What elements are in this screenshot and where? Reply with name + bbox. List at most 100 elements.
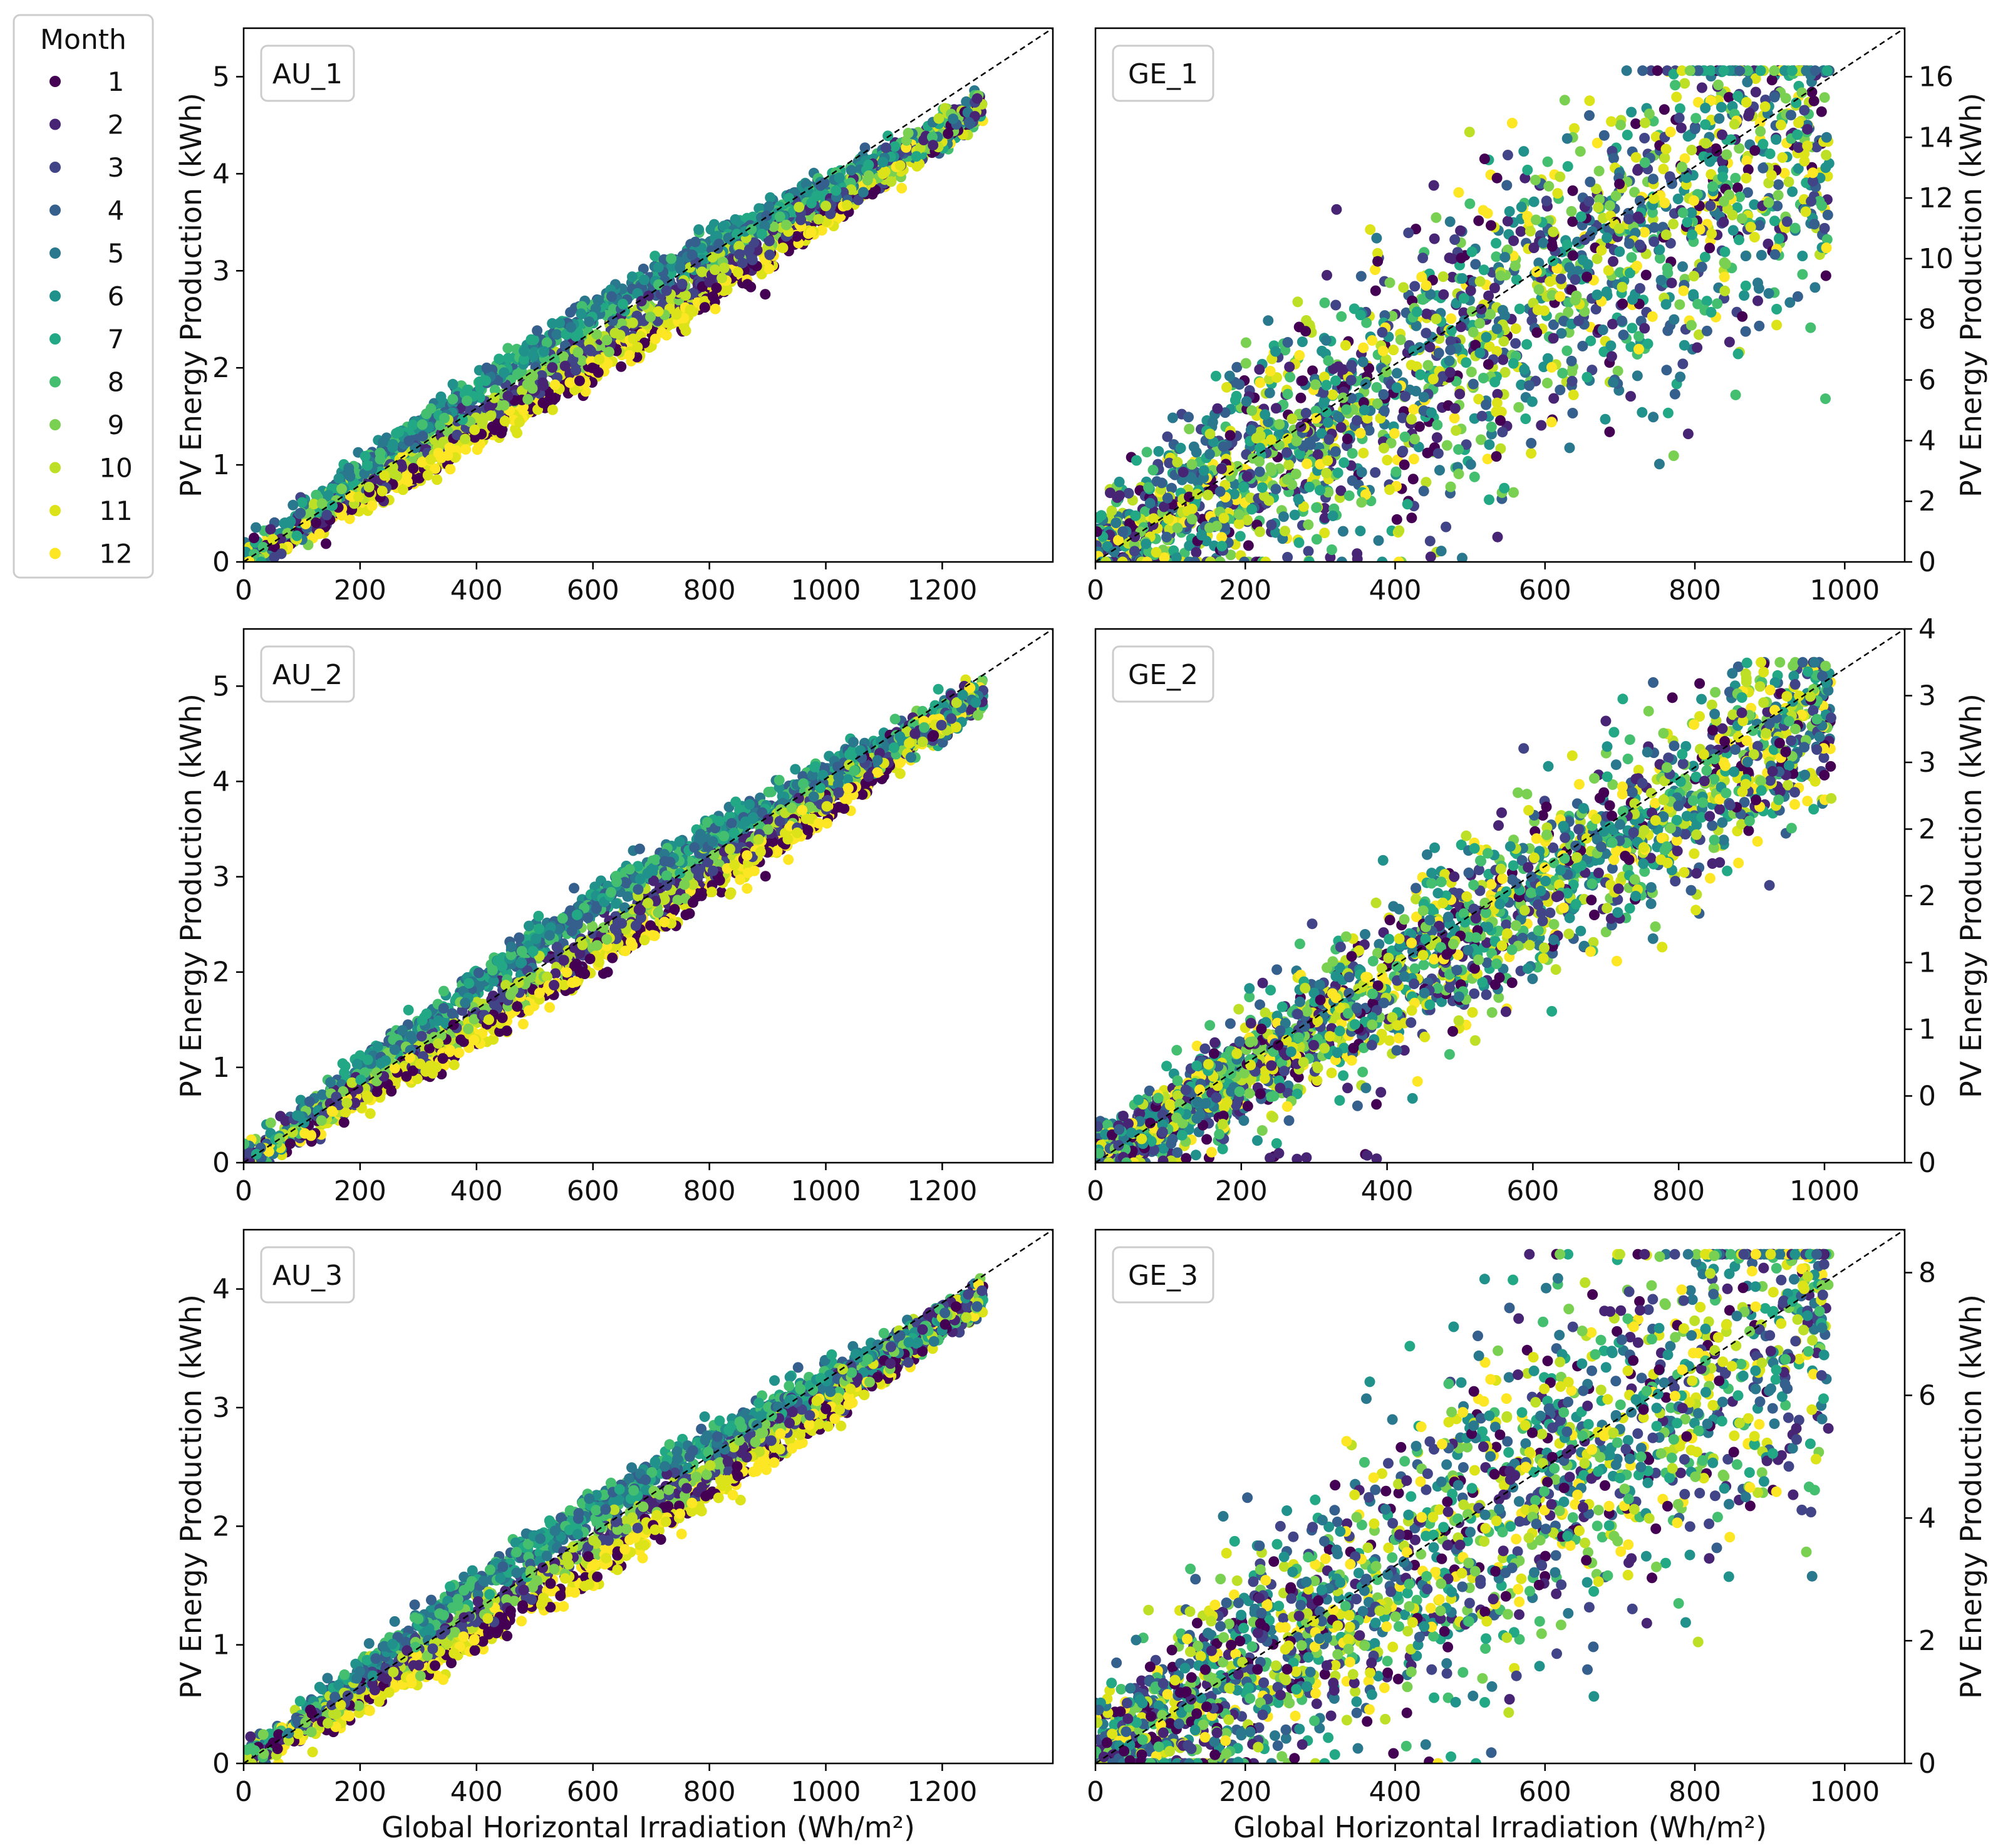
data-point (1446, 324, 1457, 336)
data-point (1117, 556, 1128, 562)
data-point (1820, 162, 1831, 174)
data-point (1390, 466, 1402, 477)
data-point (1763, 197, 1774, 208)
data-point (574, 375, 585, 387)
data-point (1742, 187, 1753, 198)
data-point (1515, 226, 1526, 237)
data-point (608, 303, 619, 314)
data-point (1601, 286, 1612, 298)
data-point (1218, 512, 1229, 524)
data-point (1418, 392, 1429, 403)
data-point (1438, 289, 1449, 300)
data-point (1623, 238, 1635, 249)
data-point (417, 419, 428, 430)
data-point (1095, 510, 1107, 521)
data-point (1510, 323, 1521, 335)
data-point (1212, 403, 1223, 414)
data-point (1224, 370, 1235, 382)
data-point (1573, 315, 1584, 326)
data-point (680, 325, 691, 336)
data-point (1429, 233, 1440, 244)
reference-line-GE_1 (1095, 28, 1905, 562)
data-point (1360, 489, 1371, 500)
data-point (1654, 459, 1665, 470)
data-point (1319, 297, 1330, 308)
data-point (1498, 336, 1509, 347)
data-point (1389, 428, 1400, 439)
data-point (1585, 335, 1597, 346)
axes-frame-AU_1 (242, 27, 1054, 563)
data-point (1461, 439, 1472, 450)
data-point (1522, 164, 1533, 175)
data-point (1293, 321, 1305, 333)
data-point (1297, 336, 1308, 348)
x-tick-label: 1200 (907, 574, 977, 606)
data-point (1677, 207, 1689, 218)
data-point (1330, 299, 1342, 311)
data-point (1371, 382, 1382, 393)
data-point (1411, 306, 1422, 318)
data-point (1754, 320, 1765, 331)
data-point (1706, 306, 1717, 318)
data-point (1546, 241, 1558, 252)
data-point (1692, 342, 1703, 353)
data-point (1238, 482, 1249, 493)
data-point (1808, 95, 1819, 106)
data-point (685, 304, 696, 315)
data-point (1745, 222, 1756, 232)
data-point (1323, 487, 1334, 498)
data-point (1501, 180, 1513, 191)
data-point (731, 229, 742, 240)
data-point (1333, 411, 1343, 422)
data-point (718, 262, 730, 274)
data-point (1592, 137, 1603, 148)
data-point (1478, 373, 1489, 383)
data-point (1750, 86, 1761, 98)
data-point (1607, 318, 1618, 330)
data-point (601, 335, 613, 346)
data-point (1365, 224, 1376, 235)
data-point (690, 236, 701, 247)
data-point (1426, 407, 1437, 418)
y-tick-label: 5 (212, 61, 230, 93)
data-point (1793, 142, 1804, 153)
data-point (1561, 133, 1573, 144)
y-axis-label: PV Energy Production (kWh) (1954, 93, 1988, 497)
data-point (1106, 505, 1117, 516)
data-point (1727, 209, 1738, 221)
data-point (1538, 237, 1549, 249)
data-point (1424, 341, 1436, 353)
data-point (393, 427, 405, 438)
y-tick-label: 0 (212, 546, 230, 578)
data-point (1514, 303, 1525, 314)
data-point (1796, 87, 1808, 98)
data-point (1734, 191, 1746, 202)
data-point (1413, 442, 1424, 452)
data-point (1346, 360, 1357, 371)
data-point (1397, 445, 1409, 457)
data-point (1221, 382, 1232, 393)
data-point (1421, 477, 1432, 488)
data-point (1679, 340, 1690, 351)
data-point (1359, 405, 1370, 416)
data-point (1264, 387, 1275, 398)
data-point (1246, 504, 1257, 515)
data-point (1218, 441, 1229, 452)
data-point (1141, 447, 1152, 458)
data-point (746, 224, 757, 235)
y-tick-label: 3 (212, 255, 230, 287)
data-point (417, 457, 428, 468)
data-point (780, 219, 792, 231)
data-point (1665, 237, 1676, 249)
data-point (1352, 548, 1363, 559)
data-point (1542, 156, 1553, 167)
data-point (1298, 501, 1309, 512)
data-point (717, 273, 728, 284)
data-point (489, 385, 500, 395)
data-point (1799, 155, 1810, 167)
data-point (1658, 164, 1669, 175)
data-point (1639, 157, 1650, 168)
data-point (1633, 343, 1644, 355)
data-point (469, 424, 480, 435)
